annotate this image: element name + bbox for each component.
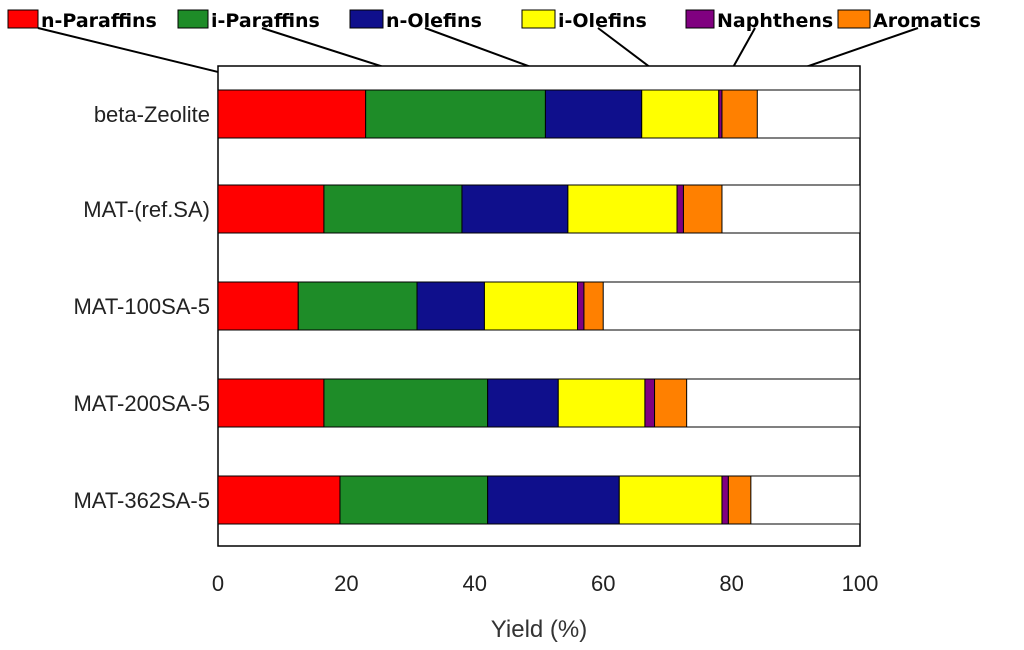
legend-label-aromatics: Aromatics <box>873 10 981 32</box>
bar-n-paraffins-mat-ref-sa <box>217 184 325 234</box>
bar-aromatics-mat-200sa-5 <box>654 378 688 428</box>
bar-n-olefins-mat-362sa-5 <box>487 475 620 525</box>
bar-i-olefins-mat-200sa-5 <box>557 378 646 428</box>
bar-aromatics-mat-ref-sa <box>682 184 723 234</box>
legend-label-naphthens: Naphthens <box>717 10 833 32</box>
bar-n-paraffins-mat-200sa-5 <box>217 378 325 428</box>
legend-label-n-paraffins: n-Paraffins <box>41 10 157 32</box>
bar-n-paraffins-beta-zeolite <box>217 89 367 139</box>
bar-n-paraffins-mat-362sa-5 <box>217 475 341 525</box>
bar-n-olefins-mat-200sa-5 <box>487 378 559 428</box>
x-tick-label-20: 20 <box>334 571 358 596</box>
x-tick-labels: 0 20 40 60 80 100 <box>212 571 878 596</box>
x-axis-title: Yield (%) <box>491 616 587 643</box>
bar-i-paraffins-mat-100sa-5 <box>297 281 418 331</box>
legend-swatch-naphthens <box>685 9 715 29</box>
legend-label-i-paraffins: i-Paraffins <box>211 10 320 32</box>
category-label-mat-100sa-5: MAT-100SA-5 <box>73 294 210 319</box>
bar-aromatics-mat-100sa-5 <box>583 281 604 331</box>
x-tick-label-60: 60 <box>591 571 615 596</box>
bar-i-olefins-mat-ref-sa <box>567 184 678 234</box>
legend-label-n-olefins: n-Olefins <box>386 10 482 32</box>
bar-i-paraffins-beta-zeolite <box>365 89 546 139</box>
x-tick-label-0: 0 <box>212 571 224 596</box>
legend-swatch-i-paraffins <box>177 9 209 29</box>
legend-label-i-olefins: i-Olefins <box>558 10 647 32</box>
legend-swatch-n-olefins <box>349 9 384 29</box>
x-tick-label-40: 40 <box>463 571 487 596</box>
bar-n-olefins-mat-ref-sa <box>461 184 569 234</box>
bar-aromatics-beta-zeolite <box>721 89 758 139</box>
bar-n-paraffins-mat-100sa-5 <box>217 281 299 331</box>
bar-naphthens-mat-100sa-5 <box>577 281 585 331</box>
bar-i-olefins-mat-100sa-5 <box>483 281 579 331</box>
category-label-mat-ref-sa: MAT-(ref.SA) <box>83 197 210 222</box>
legend: n-Paraffins i-Paraffins n-Olefins i-Olefins… <box>7 9 981 32</box>
x-tick-label-80: 80 <box>719 571 743 596</box>
legend-swatch-n-paraffins <box>7 9 39 29</box>
category-label-mat-362sa-5: MAT-362SA-5 <box>73 488 210 513</box>
category-label-mat-200sa-5: MAT-200SA-5 <box>73 391 210 416</box>
legend-swatch-aromatics <box>837 9 871 29</box>
x-tick-label-100: 100 <box>842 571 879 596</box>
category-label-beta-zeolite: beta-Zeolite <box>94 102 210 127</box>
bar-i-paraffins-mat-ref-sa <box>323 184 463 234</box>
bar-i-paraffins-mat-200sa-5 <box>323 378 489 428</box>
legend-swatch-i-olefins <box>521 9 556 29</box>
bar-i-olefins-mat-362sa-5 <box>618 475 723 525</box>
bars <box>217 89 861 525</box>
bar-naphthens-mat-362sa-5 <box>721 475 729 525</box>
bar-i-olefins-beta-zeolite <box>641 89 720 139</box>
bar-n-olefins-beta-zeolite <box>544 89 643 139</box>
category-labels: beta-Zeolite MAT-(ref.SA) MAT-100SA-5 MAT-2… <box>73 102 210 513</box>
bar-aromatics-mat-362sa-5 <box>727 475 752 525</box>
bar-i-paraffins-mat-362sa-5 <box>339 475 489 525</box>
bar-naphthens-mat-200sa-5 <box>644 378 656 428</box>
bar-naphthens-mat-ref-sa <box>676 184 684 234</box>
bar-n-olefins-mat-100sa-5 <box>416 281 485 331</box>
